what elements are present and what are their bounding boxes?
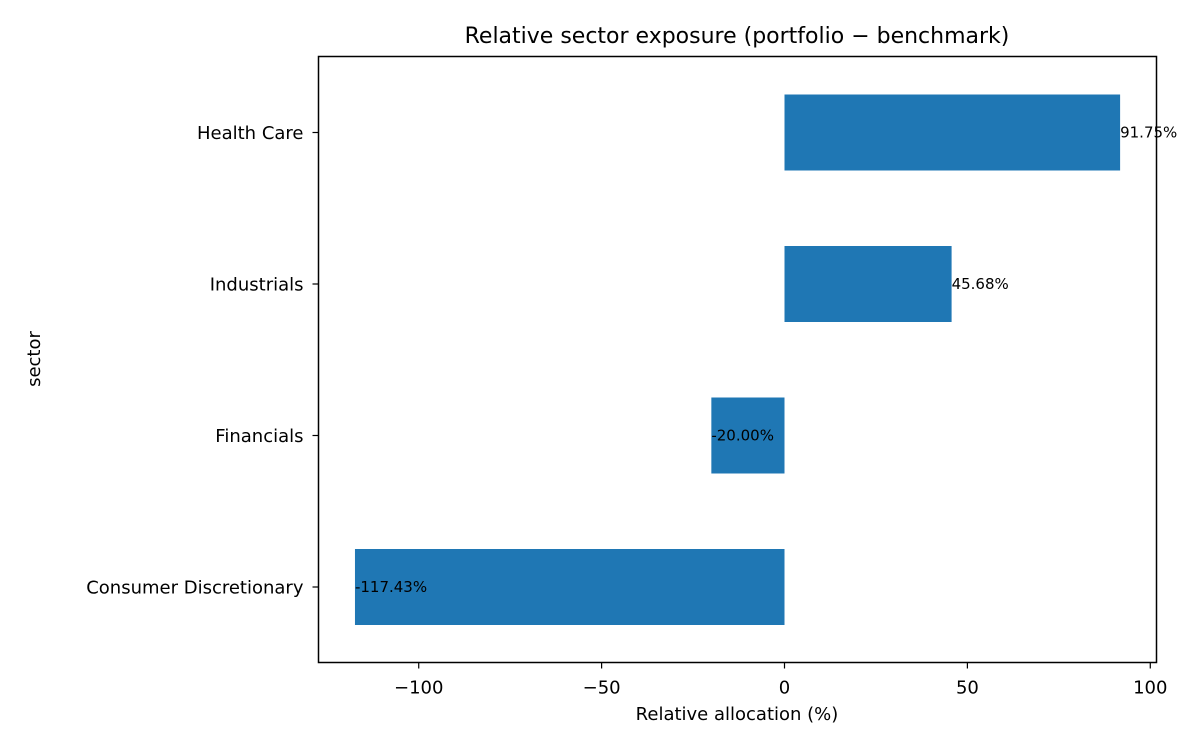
y-tick-label: Health Care bbox=[197, 123, 304, 144]
bars-layer bbox=[354, 94, 1121, 625]
bar-industrials bbox=[784, 246, 952, 322]
y-tick-label: Financials bbox=[215, 426, 303, 447]
data-label-health-care: 91.75% bbox=[1120, 124, 1177, 142]
x-tick-label: 100 bbox=[1133, 678, 1167, 699]
plot-frame bbox=[317, 55, 1158, 664]
x-axis-ticks: −100 −50 0 50 100 bbox=[394, 662, 1167, 699]
y-axis-ticks: Consumer Discretionary Financials Industri… bbox=[86, 123, 319, 599]
bar-health-care bbox=[784, 94, 1121, 171]
chart-title: Relative sector exposure (portfolio − be… bbox=[465, 24, 1010, 49]
y-tick-label: Consumer Discretionary bbox=[86, 578, 304, 599]
data-labels-layer: -117.43% -20.00% 45.68% 91.75% bbox=[355, 124, 1177, 597]
bar-financials bbox=[711, 397, 785, 474]
data-label-consumer-discretionary: -117.43% bbox=[355, 578, 427, 596]
x-tick-label: 50 bbox=[956, 678, 979, 699]
x-axis-label: Relative allocation (%) bbox=[636, 704, 839, 725]
x-tick-label: −50 bbox=[583, 678, 621, 699]
y-axis-label: sector bbox=[24, 330, 45, 386]
x-tick-label: 0 bbox=[779, 678, 790, 699]
y-tick-label: Industrials bbox=[210, 275, 304, 296]
data-label-industrials: 45.68% bbox=[952, 275, 1009, 293]
data-label-financials: -20.00% bbox=[711, 427, 774, 445]
bar-consumer-discretionary bbox=[354, 549, 785, 625]
x-tick-label: −100 bbox=[394, 678, 443, 699]
